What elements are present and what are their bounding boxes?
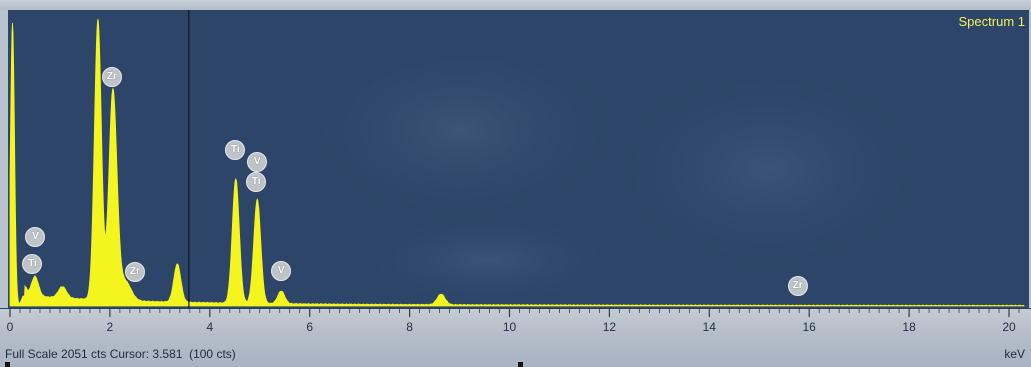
background-glow [348, 210, 628, 308]
corner-mark [5, 362, 10, 367]
element-marker-ti[interactable]: Ti [225, 140, 246, 161]
x-tick-label: 2 [106, 320, 114, 334]
window-top-strip [0, 0, 1031, 10]
spectrum-label: Spectrum 1 [958, 14, 1025, 29]
spectrum-chart [8, 10, 1029, 308]
status-readout: Full Scale 2051 cts Cursor: 3.581 (100 c… [5, 347, 236, 361]
element-marker-v[interactable]: V [271, 260, 292, 281]
x-tick-label: 8 [406, 320, 413, 334]
spectrum-trace [9, 18, 1025, 307]
x-tick-label: 12 [602, 320, 617, 334]
x-tick-label: 16 [802, 320, 816, 334]
element-marker-zr[interactable]: Zr [124, 262, 145, 283]
corner-mark [518, 362, 523, 367]
background-glow [308, 60, 648, 260]
background-glow [598, 60, 938, 280]
x-tick-label: 0 [6, 320, 14, 334]
x-axis [0, 308, 1031, 317]
x-tick-label: 6 [306, 320, 314, 334]
spectrum-plot-area[interactable] [8, 10, 1029, 308]
x-tick-label: 10 [502, 320, 517, 334]
x-axis-strip [0, 308, 1031, 367]
x-tick-label: 20 [1002, 320, 1016, 334]
x-axis-unit: keV [1004, 347, 1025, 361]
x-tick-label: 4 [206, 320, 214, 334]
element-marker-ti[interactable]: Ti [246, 171, 267, 192]
x-tick-label: 18 [902, 320, 916, 334]
element-marker-v[interactable]: V [25, 226, 46, 247]
element-marker-v[interactable]: V [247, 151, 268, 172]
element-marker-zr[interactable]: Zr [101, 66, 122, 87]
element-marker-ti[interactable]: Ti [22, 253, 43, 274]
x-tick-label: 14 [702, 320, 716, 334]
element-marker-zr[interactable]: Zr [787, 276, 808, 297]
